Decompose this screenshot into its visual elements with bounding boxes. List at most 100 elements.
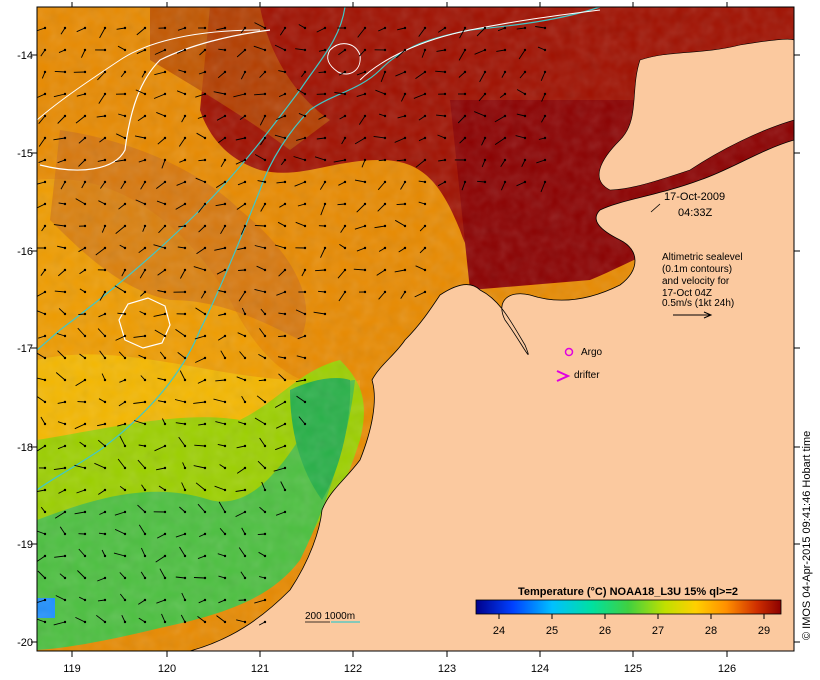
velocity-arrow-origin xyxy=(243,378,247,382)
altimetry-line: 17-Oct 04Z xyxy=(662,288,712,299)
velocity-arrow xyxy=(195,93,206,98)
velocity-arrow-origin xyxy=(243,466,247,470)
velocity-arrow-origin xyxy=(123,554,127,558)
velocity-arrow xyxy=(254,417,266,425)
velocity-arrow xyxy=(157,290,166,293)
velocity-arrow xyxy=(481,159,486,168)
colorbar-ticks xyxy=(498,614,765,619)
velocity-arrow-origin xyxy=(283,26,287,30)
velocity-arrow-origin xyxy=(363,70,367,74)
altimetry-line: (0.1m contours) xyxy=(662,264,732,275)
velocity-arrow-origin xyxy=(403,26,407,30)
velocity-arrow xyxy=(98,93,106,104)
velocity-arrow-origin xyxy=(543,48,547,52)
velocity-arrow-origin xyxy=(163,224,167,228)
velocity-arrow-origin xyxy=(163,26,167,30)
velocity-arrow xyxy=(396,203,406,206)
velocity-arrow xyxy=(181,482,186,491)
velocity-arrow xyxy=(516,113,526,117)
velocity-arrow xyxy=(418,115,426,121)
velocity-arrow xyxy=(459,27,466,39)
velocity-arrow-origin xyxy=(243,180,247,184)
velocity-arrow xyxy=(114,511,126,516)
velocity-arrow-origin xyxy=(343,136,347,140)
velocity-arrow-origin xyxy=(63,180,67,184)
velocity-arrow-origin xyxy=(483,180,487,184)
velocity-arrow-origin xyxy=(223,334,227,338)
velocity-arrow-origin xyxy=(103,180,107,184)
velocity-arrow-origin xyxy=(263,224,267,228)
velocity-arrow xyxy=(254,599,266,604)
velocity-arrow-origin xyxy=(103,26,107,30)
velocity-arrow-origin xyxy=(223,400,227,404)
velocity-arrow-origin xyxy=(203,598,207,602)
velocity-arrow xyxy=(99,350,106,359)
velocity-arrow-origin xyxy=(123,598,127,602)
velocity-arrow-origin xyxy=(343,268,347,272)
velocity-arrow-origin xyxy=(143,224,147,228)
velocity-arrow xyxy=(94,462,106,469)
velocity-arrow-origin xyxy=(283,48,287,52)
velocity-arrow-origin xyxy=(183,488,187,492)
velocity-arrow-origin xyxy=(263,576,267,580)
velocity-arrow-origin xyxy=(303,180,307,184)
velocity-arrow xyxy=(119,435,126,447)
velocity-arrow-origin xyxy=(83,70,87,74)
velocity-arrow-origin xyxy=(43,510,47,514)
velocity-arrow-origin xyxy=(103,532,107,536)
velocity-arrow-origin xyxy=(263,136,267,140)
velocity-arrow xyxy=(318,115,326,120)
velocity-arrow-origin xyxy=(443,114,447,118)
velocity-arrow-origin xyxy=(203,224,207,228)
velocity-arrow-origin xyxy=(163,334,167,338)
velocity-arrow-origin xyxy=(263,48,267,52)
velocity-arrow-origin xyxy=(263,290,267,294)
velocity-arrow xyxy=(154,329,166,337)
velocity-arrow xyxy=(153,244,166,249)
velocity-arrow-origin xyxy=(303,92,307,96)
velocity-arrow-origin xyxy=(43,114,47,118)
velocity-arrow-origin xyxy=(83,400,87,404)
velocity-arrow-origin xyxy=(163,180,167,184)
velocity-arrow-origin xyxy=(423,92,427,96)
velocity-arrow-origin xyxy=(63,378,67,382)
velocity-arrow xyxy=(78,137,86,144)
velocity-arrow xyxy=(135,89,146,95)
velocity-arrow xyxy=(98,200,106,205)
velocity-arrow-origin xyxy=(283,246,287,250)
velocity-arrow xyxy=(37,489,46,493)
velocity-arrow-origin xyxy=(503,136,507,140)
velocity-arrow xyxy=(458,49,466,61)
velocity-arrow xyxy=(537,46,546,51)
velocity-arrow-origin xyxy=(263,598,267,602)
velocity-arrow xyxy=(279,27,286,36)
velocity-arrow xyxy=(76,27,86,33)
velocity-arrow xyxy=(276,291,286,296)
velocity-arrow xyxy=(257,460,266,469)
velocity-arrow-origin xyxy=(123,26,127,30)
velocity-arrow-origin xyxy=(323,246,327,250)
velocity-arrow xyxy=(179,506,186,513)
velocity-arrow-origin xyxy=(203,246,207,250)
velocity-arrow xyxy=(361,159,366,168)
velocity-arrow xyxy=(197,379,206,384)
velocity-arrow xyxy=(97,71,106,81)
velocity-arrow xyxy=(176,49,186,54)
velocity-arrow-origin xyxy=(263,488,267,492)
map-plot-area xyxy=(37,7,794,651)
velocity-arrow xyxy=(115,335,126,341)
velocity-arrow-origin xyxy=(283,510,287,514)
velocity-arrow-origin xyxy=(203,92,207,96)
velocity-arrow-origin xyxy=(423,48,427,52)
velocity-arrow-origin xyxy=(163,48,167,52)
velocity-arrow xyxy=(57,115,66,124)
velocity-arrow-origin xyxy=(203,48,207,52)
velocity-arrow-origin xyxy=(543,114,547,118)
velocity-arrow xyxy=(78,247,86,253)
velocity-arrow-origin xyxy=(303,114,307,118)
velocity-arrow xyxy=(239,351,246,359)
velocity-arrow-origin xyxy=(103,70,107,74)
velocity-arrow xyxy=(37,181,46,185)
velocity-arrow-origin xyxy=(283,290,287,294)
velocity-arrow-origin xyxy=(243,114,247,118)
